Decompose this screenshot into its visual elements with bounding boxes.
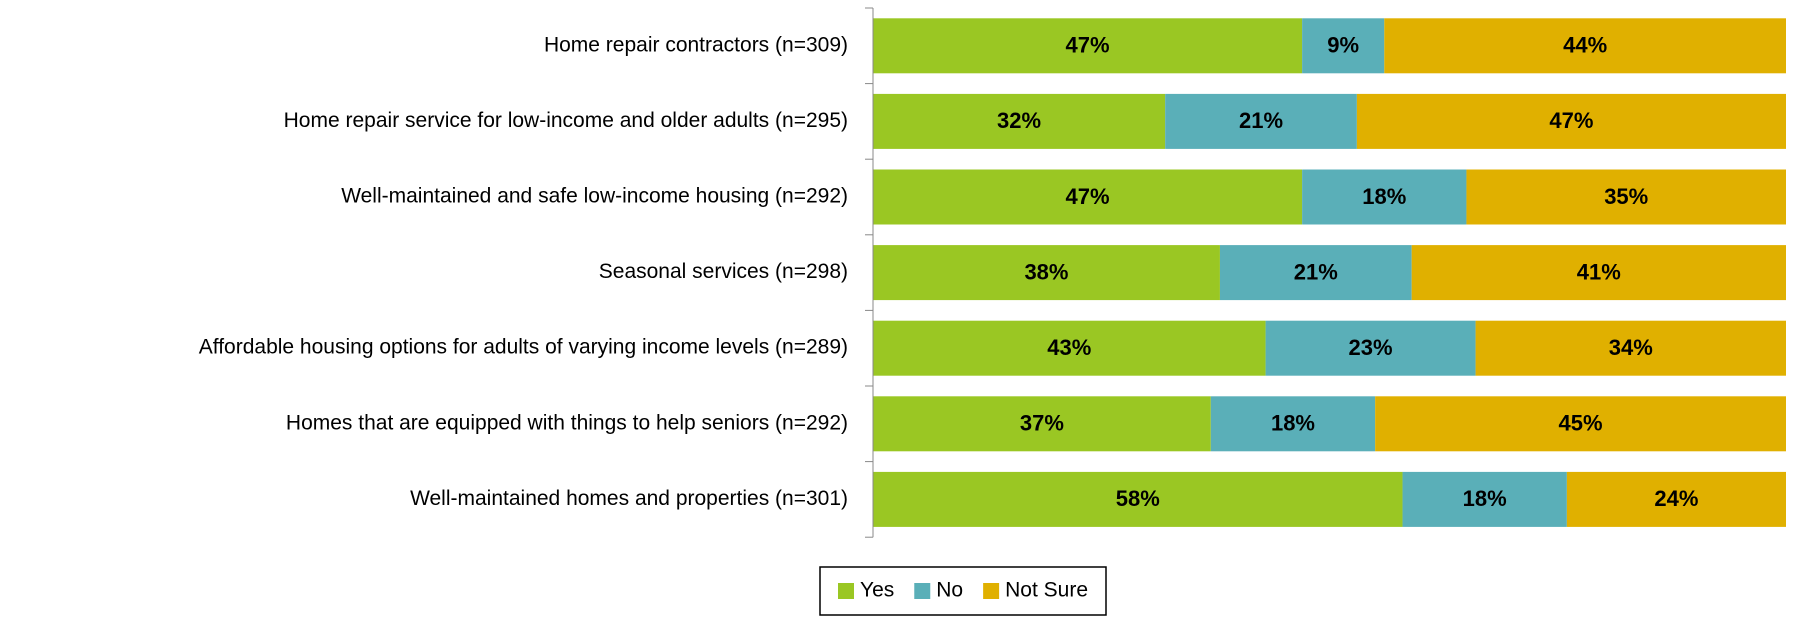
value-label: 47%: [1549, 108, 1593, 133]
legend-swatch: [914, 583, 931, 599]
bar-segment: [1384, 18, 1786, 74]
value-label: 58%: [1116, 486, 1160, 511]
bar-segment: [1375, 396, 1786, 452]
value-label: 34%: [1609, 335, 1653, 360]
bar-segment: [873, 18, 1303, 74]
value-label: 37%: [1020, 411, 1064, 436]
value-label: 43%: [1047, 335, 1091, 360]
bar-segment: [1566, 471, 1786, 527]
y-tick-label: Well-maintained homes and properties (n=…: [410, 487, 848, 510]
bar-segment: [873, 396, 1211, 452]
value-label: 47%: [1066, 184, 1110, 209]
bar-segment: [1466, 169, 1786, 225]
value-label: 35%: [1604, 184, 1648, 209]
y-tick-label: Home repair contractors (n=309): [544, 33, 848, 56]
bar-segment: [873, 169, 1303, 225]
value-label: 38%: [1024, 259, 1068, 284]
bar-segment: [1165, 93, 1357, 149]
value-label: 18%: [1362, 184, 1406, 209]
value-label: 9%: [1327, 33, 1359, 58]
value-label: 44%: [1563, 33, 1607, 58]
y-tick-label: Well-maintained and safe low-income hous…: [341, 185, 848, 208]
bar-segment: [873, 471, 1403, 527]
bar-segment: [1402, 471, 1567, 527]
bar-segment: [1411, 245, 1786, 301]
legend-label: No: [936, 579, 963, 602]
bar-segment: [1219, 245, 1412, 301]
value-label: 45%: [1559, 411, 1603, 436]
value-label: 47%: [1066, 33, 1110, 58]
bar-segment: [1475, 320, 1786, 376]
legend-swatch: [838, 583, 854, 599]
bar-segment: [873, 320, 1266, 376]
bar-segment: [1302, 18, 1385, 74]
legend-box: [819, 566, 1107, 616]
bar-segment: [1210, 396, 1376, 452]
value-label: 41%: [1577, 259, 1621, 284]
bar-segment: [1265, 320, 1476, 376]
value-label: 21%: [1294, 259, 1338, 284]
y-tick-label: Affordable housing options for adults of…: [199, 336, 848, 359]
value-label: 24%: [1654, 486, 1698, 511]
bar-segment: [873, 93, 1166, 149]
bar-segment: [1356, 93, 1786, 149]
value-label: 32%: [997, 108, 1041, 133]
value-label: 18%: [1271, 411, 1315, 436]
legend-label: Not Sure: [1005, 579, 1088, 602]
y-tick-label: Seasonal services (n=298): [599, 260, 848, 283]
bar-segment: [873, 245, 1220, 301]
legend-swatch: [983, 583, 1000, 599]
y-tick-label: Home repair service for low-income and o…: [284, 109, 848, 132]
y-tick-label: Homes that are equipped with things to h…: [286, 411, 848, 434]
value-label: 21%: [1239, 108, 1283, 133]
bar-segment: [1302, 169, 1467, 225]
value-label: 23%: [1349, 335, 1393, 360]
value-label: 18%: [1463, 486, 1507, 511]
legend-label: Yes: [860, 579, 894, 602]
